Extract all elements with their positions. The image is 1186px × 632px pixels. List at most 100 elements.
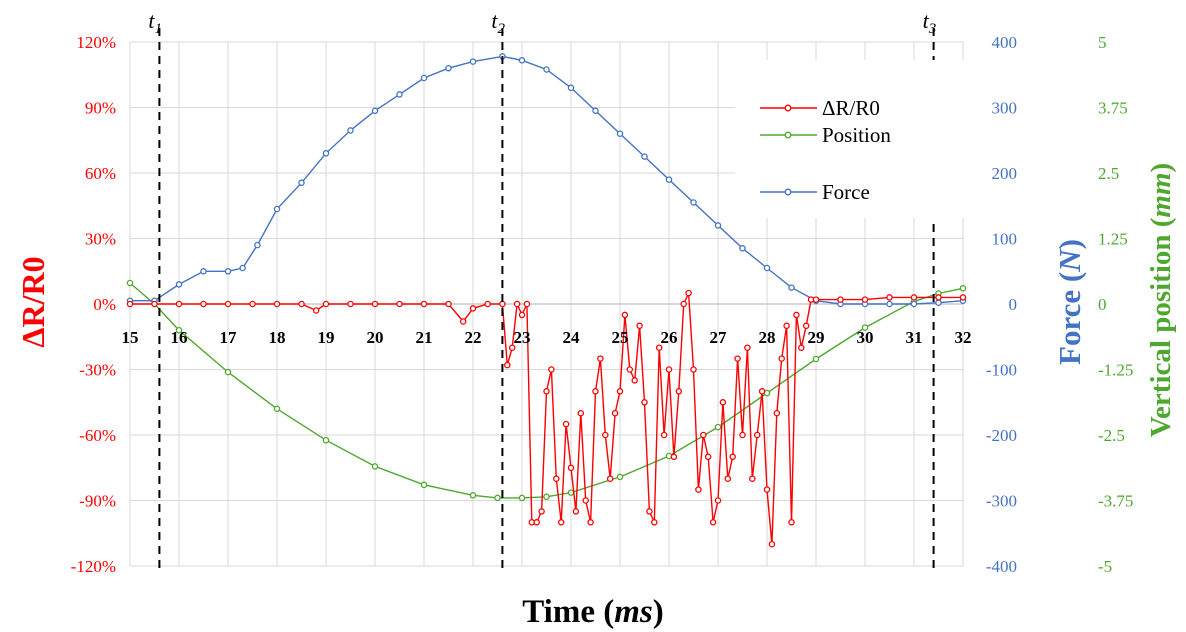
legend-marker-delta-r <box>784 104 792 112</box>
marker-label: t2 <box>491 8 505 37</box>
x-tick-label: 22 <box>465 328 482 347</box>
series-point-delta-r <box>758 388 766 395</box>
series-point-delta-r <box>626 366 634 373</box>
series-point-delta-r <box>753 431 761 439</box>
y-force-tick-label: 0 <box>1009 295 1018 314</box>
x-tick-label: 17 <box>220 328 238 347</box>
series-point-delta-r <box>224 300 232 308</box>
series-point-force <box>175 281 183 288</box>
series-point-delta-r <box>567 464 575 472</box>
series-point-delta-r <box>553 475 560 482</box>
series-point-delta-r <box>768 540 776 548</box>
legend: ΔR/R0 Position Force <box>735 60 990 218</box>
series-point-delta-r <box>151 300 158 308</box>
series-point-position <box>322 436 330 444</box>
series-point-force <box>518 57 526 64</box>
series-point-delta-r <box>597 355 604 362</box>
legend-marker-force <box>784 188 792 196</box>
series-point-position <box>567 489 575 496</box>
x-tick-label: 23 <box>514 328 531 347</box>
series-point-delta-r <box>788 519 795 526</box>
y-position-tick-label: -3.75 <box>1098 492 1133 511</box>
series-point-force <box>254 241 261 249</box>
series-point-delta-r <box>714 497 722 504</box>
series-point-position <box>420 481 428 489</box>
series-point-delta-r <box>577 409 585 417</box>
series-point-delta-r <box>396 300 403 308</box>
series-point-delta-r <box>200 300 207 308</box>
series-point-delta-r <box>513 300 521 308</box>
x-tick-label: 27 <box>710 328 728 347</box>
series-point-delta-r <box>695 486 702 493</box>
series-point-delta-r <box>704 453 712 461</box>
series-point-position <box>175 326 183 334</box>
series-point-delta-r <box>861 296 869 303</box>
series-point-delta-r <box>273 300 281 308</box>
y-left-tick-label: -30% <box>79 361 116 380</box>
legend-label-delta-r: ΔR/R0 <box>822 96 880 120</box>
series-point-force <box>567 84 575 92</box>
series-point-delta-r <box>126 300 134 308</box>
series-point-force <box>641 153 648 160</box>
series-point-delta-r <box>572 508 580 515</box>
legend-marker-position <box>784 131 792 139</box>
series-point-delta-r <box>582 497 589 504</box>
series-point-delta-r <box>783 322 790 330</box>
series-point-delta-r <box>646 508 653 515</box>
series-point-force <box>420 74 428 82</box>
x-tick-label: 31 <box>906 328 923 347</box>
series-point-force <box>690 199 697 206</box>
y-left-tick-label: 30% <box>85 230 116 249</box>
series-point-delta-r <box>371 300 379 308</box>
series-point-delta-r <box>837 296 844 303</box>
series-point-position <box>126 279 134 287</box>
series-point-delta-r <box>690 366 697 373</box>
y-force-tick-label: 200 <box>992 164 1018 183</box>
x-tick-label: 20 <box>367 328 384 347</box>
series-point-delta-r <box>798 344 805 351</box>
x-tick-label: 15 <box>122 328 139 347</box>
series-point-delta-r <box>700 431 707 439</box>
series-point-delta-r <box>773 409 781 417</box>
ticks-layer: 120%90%60%30%0%-30%-60%-90%-120%40030020… <box>71 33 1134 576</box>
y-force-tick-label: 100 <box>992 230 1018 249</box>
x-tick-label: 24 <box>563 328 581 347</box>
legend-label-position: Position <box>822 123 891 147</box>
series-point-force <box>200 268 207 275</box>
series-point-delta-r <box>504 361 511 369</box>
series-point-delta-r <box>680 300 687 308</box>
series-point-delta-r <box>616 388 624 395</box>
series-point-force <box>469 58 477 65</box>
series-point-position <box>273 405 281 413</box>
y-position-tick-label: -5 <box>1098 557 1112 576</box>
series-point-delta-r <box>499 300 506 308</box>
series-point-delta-r <box>719 399 727 406</box>
y-position-tick-label: -1.25 <box>1098 361 1133 380</box>
series-point-delta-r <box>312 307 320 314</box>
series-point-position <box>714 423 722 431</box>
y-left-tick-label: 120% <box>76 33 116 52</box>
x-tick-label: 18 <box>269 328 286 347</box>
y-force-tick-label: 300 <box>992 99 1018 118</box>
y-position-tick-label: 3.75 <box>1098 99 1128 118</box>
x-tick-label: 19 <box>318 328 335 347</box>
marker-label: t3 <box>923 8 937 37</box>
series-point-delta-r <box>812 296 820 303</box>
series-point-position <box>543 493 550 501</box>
series-point-delta-r <box>611 409 619 417</box>
series-point-position <box>224 368 232 376</box>
series-point-position <box>371 463 379 470</box>
x-tick-label: 28 <box>759 328 776 347</box>
series-point-force <box>298 179 305 187</box>
y-left-tick-label: 60% <box>85 164 116 183</box>
series-point-delta-r <box>347 300 354 308</box>
series-point-delta-r <box>621 311 629 319</box>
series-point-force <box>347 127 354 134</box>
y-left-tick-label: -120% <box>71 557 116 576</box>
series-point-delta-r <box>655 344 663 351</box>
series-point-force <box>322 150 330 157</box>
series-point-force <box>616 130 624 137</box>
y-position-tick-label: 5 <box>1098 33 1107 52</box>
series-point-position <box>469 492 477 499</box>
y-force-tick-label: -100 <box>986 361 1017 380</box>
